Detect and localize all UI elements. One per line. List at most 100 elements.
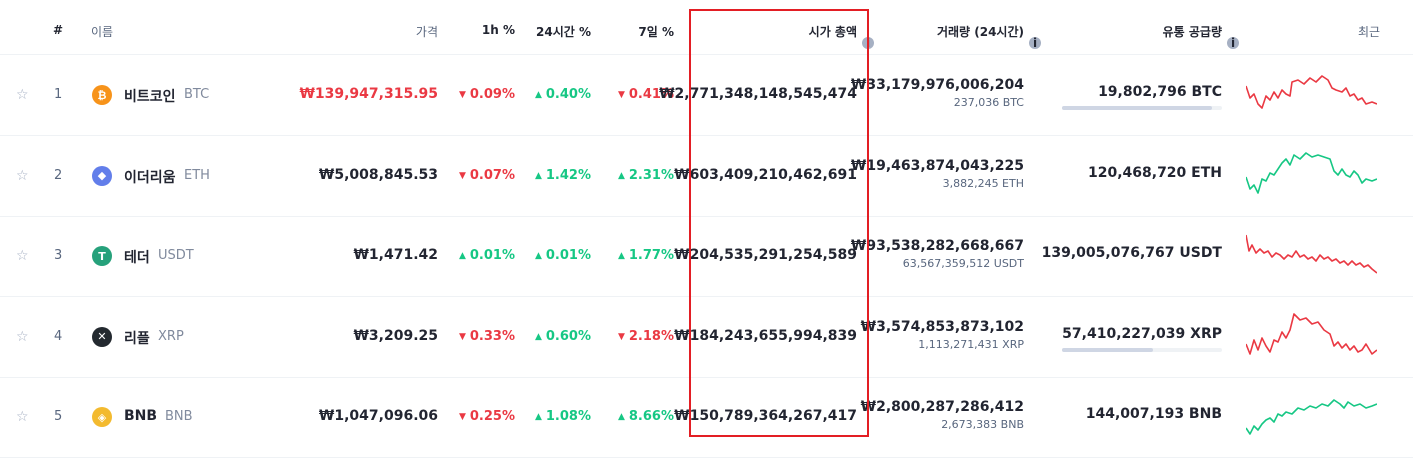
- caret-up-icon: ▲: [617, 251, 625, 261]
- bitcoin-icon: ₿: [92, 85, 112, 105]
- caret-up-icon: ▲: [534, 170, 542, 181]
- coin-price: ₩3,209.25: [353, 327, 438, 344]
- change-7d: ▲ 2.31%: [618, 168, 674, 183]
- change-1h-value: 0.09%: [469, 87, 515, 102]
- rank-number: 2: [54, 167, 63, 183]
- market-cap-value: ₩184,243,655,994,839: [674, 327, 857, 344]
- caret-down-icon: ▼: [617, 331, 625, 342]
- star-icon[interactable]: ☆: [16, 87, 29, 103]
- change-7d: ▼ 0.41%: [618, 87, 674, 102]
- coin-price: ₩5,008,845.53: [318, 166, 438, 183]
- ethereum-icon: ◆: [92, 165, 112, 186]
- star-icon[interactable]: ☆: [16, 167, 29, 184]
- coin-name[interactable]: 비트코인: [124, 89, 176, 105]
- coin-name[interactable]: 이더리움: [124, 169, 176, 186]
- header-24h[interactable]: 24시간 %: [536, 25, 591, 39]
- table-row[interactable]: ☆ 3 T 테더 USDT ₩1,471.42 ▲ 0.01% ▲ 0.01% ▲ 1…: [0, 216, 1413, 297]
- change-24h: ▲ 0.60%: [535, 329, 591, 344]
- sparkline-7d-chart[interactable]: [1246, 68, 1377, 124]
- coin-symbol: BNB: [165, 409, 193, 424]
- sparkline-7d-chart[interactable]: [1246, 149, 1377, 205]
- bnb-icon: ◈: [92, 407, 112, 427]
- header-supply[interactable]: 유통 공급량 i: [1163, 23, 1239, 49]
- sparkline-7d-chart[interactable]: [1246, 310, 1377, 366]
- change-24h: ▲ 0.40%: [535, 87, 591, 102]
- coin-price: ₩1,471.42: [353, 247, 438, 263]
- circulating-supply: 139,005,076,767 USDT: [1041, 245, 1222, 261]
- change-24h: ▲ 1.08%: [535, 409, 591, 424]
- table-row[interactable]: ☆ 4 ✕ 리플 XRP ₩3,209.25 ▼ 0.33% ▲ 0.60% ▼ 2.…: [0, 297, 1413, 378]
- change-1h: ▼ 0.09%: [459, 87, 515, 102]
- volume-coin-value: 1,113,271,431 XRP: [918, 337, 1024, 351]
- header-name[interactable]: 이름: [91, 25, 114, 39]
- table-row[interactable]: ☆ 1 ₿ 비트코인 BTC ₩139,947,315.95 ▼ 0.09% ▲ 0…: [0, 55, 1413, 136]
- change-7d: ▼ 2.18%: [618, 329, 674, 344]
- change-7d: ▲ 8.66%: [618, 409, 674, 424]
- table-row[interactable]: ☆ 5 ◈ BNB BNB ₩1,047,096.06 ▼ 0.25% ▲ 1.08…: [0, 377, 1413, 458]
- circulating-supply: 144,007,193 BNB: [1085, 406, 1222, 422]
- coin-symbol: BTC: [184, 87, 210, 102]
- header-7d[interactable]: 7일 %: [638, 25, 674, 39]
- change-7d: ▲ 1.77%: [618, 248, 674, 263]
- header-volume-label: 거래량 (24시간): [936, 25, 1024, 39]
- volume-coin-value: 237,036 BTC: [953, 96, 1024, 109]
- caret-down-icon: ▼: [617, 90, 625, 100]
- supply-progress-fill: [1062, 347, 1154, 352]
- caret-up-icon: ▲: [534, 412, 542, 422]
- caret-up-icon: ▲: [458, 251, 466, 261]
- change-1h-value: 0.33%: [469, 328, 515, 344]
- caret-up-icon: ▲: [534, 331, 542, 342]
- coin-symbol: XRP: [158, 328, 184, 344]
- caret-up-icon: ▲: [617, 412, 625, 422]
- header-volume[interactable]: 거래량 (24시간) i: [936, 23, 1041, 49]
- change-1h-value: 0.01%: [469, 248, 515, 263]
- change-24h-value: 1.42%: [545, 167, 591, 183]
- caret-up-icon: ▲: [617, 170, 625, 181]
- change-1h: ▼ 0.33%: [459, 329, 515, 344]
- volume-value[interactable]: ₩3,574,853,873,102: [860, 318, 1024, 335]
- header-rank[interactable]: #: [53, 23, 64, 37]
- volume-value[interactable]: ₩33,179,976,006,204: [850, 77, 1024, 93]
- change-1h-value: 0.07%: [469, 167, 515, 183]
- coin-name[interactable]: 테더: [124, 250, 150, 266]
- coin-symbol: ETH: [184, 167, 210, 183]
- market-cap-value: ₩603,409,210,462,691: [674, 166, 857, 183]
- table-row[interactable]: ☆ 2 ◆ 이더리움 ETH ₩5,008,845.53 ▼ 0.07% ▲ 1.4…: [0, 136, 1413, 217]
- circulating-supply: 57,410,227,039 XRP: [1062, 325, 1222, 342]
- change-7d-value: 8.66%: [628, 409, 674, 424]
- volume-value[interactable]: ₩2,800,287,286,412: [860, 399, 1024, 415]
- info-icon[interactable]: i: [1227, 37, 1239, 49]
- market-cap-highlight-box: [689, 9, 869, 437]
- supply-progress-fill: [1062, 106, 1213, 110]
- coin-symbol: USDT: [158, 248, 194, 263]
- coin-price: ₩1,047,096.06: [318, 408, 438, 424]
- volume-value[interactable]: ₩93,538,282,668,667: [850, 238, 1024, 254]
- caret-down-icon: ▼: [458, 90, 466, 100]
- change-24h-value: 0.40%: [545, 87, 591, 102]
- circulating-supply: 120,468,720 ETH: [1087, 164, 1222, 181]
- coin-name[interactable]: 리플: [124, 330, 150, 347]
- change-24h: ▲ 0.01%: [535, 248, 591, 263]
- star-icon[interactable]: ☆: [16, 328, 29, 345]
- sparkline-7d-chart[interactable]: [1246, 229, 1377, 285]
- caret-down-icon: ▼: [458, 412, 466, 422]
- sparkline-7d-chart[interactable]: [1246, 390, 1377, 446]
- volume-value[interactable]: ₩19,463,874,043,225: [850, 157, 1024, 174]
- change-24h-value: 1.08%: [545, 409, 591, 424]
- change-1h: ▲ 0.01%: [459, 248, 515, 263]
- rank-number: 3: [54, 248, 63, 263]
- header-1h[interactable]: 1h %: [481, 23, 515, 37]
- rank-number: 1: [54, 87, 63, 102]
- star-icon[interactable]: ☆: [16, 409, 29, 425]
- circulating-supply: 19,802,796 BTC: [1098, 84, 1222, 100]
- caret-down-icon: ▼: [458, 331, 466, 342]
- change-7d-value: 2.18%: [628, 328, 674, 344]
- header-price[interactable]: 가격: [415, 25, 438, 39]
- change-7d-value: 2.31%: [628, 167, 674, 183]
- star-icon[interactable]: ☆: [16, 248, 29, 264]
- coin-name[interactable]: BNB: [124, 408, 158, 424]
- info-icon[interactable]: i: [1029, 37, 1041, 49]
- market-cap-value: ₩150,789,364,267,417: [674, 408, 857, 424]
- volume-coin-value: 2,673,383 BNB: [941, 418, 1024, 431]
- volume-coin-value: 3,882,245 ETH: [942, 176, 1024, 190]
